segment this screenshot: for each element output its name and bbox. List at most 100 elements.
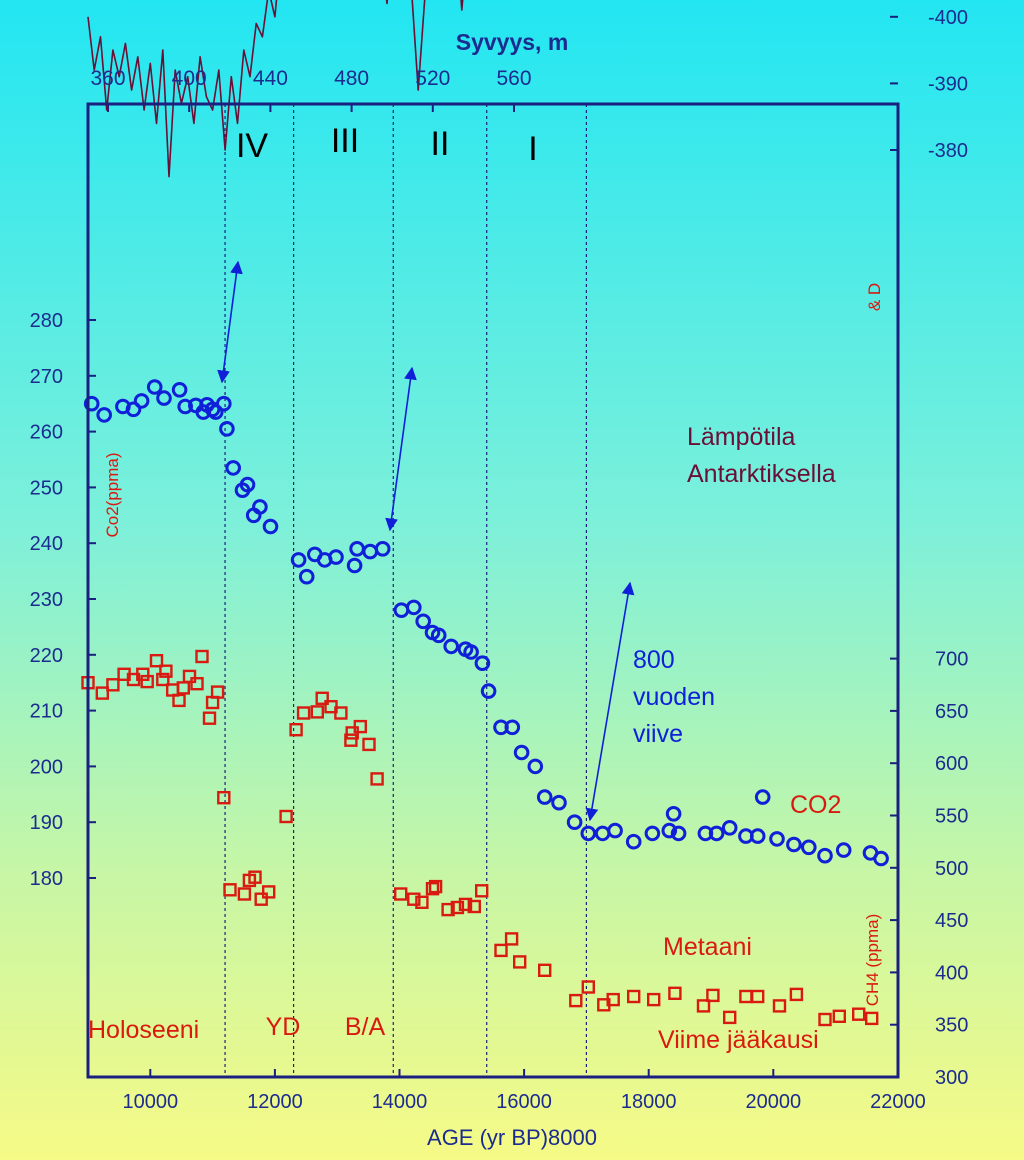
temperature-line [87, 0, 464, 178]
methane-point-23 [248, 870, 262, 884]
x-tick-label-0: 10000 [122, 1091, 178, 1113]
methane-point-14 [190, 677, 204, 691]
axis-tick-labels: 10000 12000 14000 16000 18000 20000 22000 360 40… [30, 7, 969, 1113]
co2-point-49 [594, 825, 611, 842]
methane-point-30 [315, 691, 329, 705]
methane-point-60 [706, 988, 720, 1003]
methane-point-56 [627, 989, 641, 1004]
right-axis-title-deltaD: & D [865, 283, 884, 311]
co2-point-36 [443, 638, 460, 655]
methane-point-61 [723, 1010, 737, 1025]
methane-point-7 [149, 654, 164, 668]
methane-point-65 [789, 987, 804, 1002]
methane-point-18 [210, 685, 225, 699]
methane-label: Metaani [663, 933, 752, 961]
co2-point-43 [513, 744, 530, 761]
temperature-label-line2: Antarktiksella [687, 460, 836, 488]
left-tick-label-8: 200 [30, 756, 63, 778]
co2-point-45 [536, 789, 553, 805]
methane-point-49 [504, 932, 519, 946]
co2-point-68 [873, 850, 889, 867]
methane-point-62 [739, 989, 753, 1004]
left-tick-label-9: 190 [30, 812, 63, 834]
top-axis-title: Syvyys, m [456, 29, 569, 55]
methane-point-19 [217, 791, 231, 805]
methane-point-58 [668, 986, 682, 1000]
methane-point-69 [865, 1011, 879, 1026]
methane-point-36 [362, 737, 376, 752]
lag-label-line3: viive [633, 720, 683, 748]
left-tick-label-7: 210 [30, 701, 63, 723]
co2-point-51 [625, 833, 642, 850]
right-ch4-tick-label-7: 350 [935, 1015, 968, 1037]
right-d-tick-label-1: -390 [928, 73, 968, 95]
methane-point-2 [106, 678, 120, 692]
methane-point-1 [95, 686, 110, 700]
co2-point-4 [133, 393, 150, 409]
left-tick-label-1: 270 [30, 366, 63, 388]
methane-point-33 [344, 733, 358, 747]
co2-point-38 [463, 644, 479, 660]
co2-point-3 [125, 401, 142, 418]
right-ch4-tick-label-0: 700 [935, 649, 968, 671]
x-tick-label-2: 14000 [372, 1091, 428, 1113]
lag-label-line2: vuoden [633, 683, 715, 711]
right-ch4-tick-label-6: 400 [935, 962, 968, 984]
co2-point-52 [644, 825, 661, 842]
co2-point-20 [252, 499, 268, 515]
co2-point-62 [769, 831, 785, 847]
co2-point-42 [504, 719, 521, 736]
methane-point-45 [458, 897, 473, 912]
co2-point-8 [177, 398, 193, 415]
top-tick-label-4: 520 [415, 67, 450, 90]
co2-point-21 [262, 518, 279, 535]
methane-point-32 [334, 706, 348, 720]
co2-point-50 [607, 822, 623, 839]
right-ch4-tick-label-3: 550 [935, 806, 968, 828]
co2-series [83, 379, 889, 867]
left-tick-label-10: 180 [30, 868, 63, 890]
co2-point-27 [346, 557, 363, 574]
co2-point-63 [786, 836, 802, 853]
methane-point-50 [513, 955, 527, 969]
co2-point-64 [801, 839, 817, 856]
top-tick-label-5: 560 [496, 67, 531, 90]
co2-point-33 [415, 613, 432, 630]
methane-point-6 [140, 674, 154, 689]
methane-point-48 [494, 943, 508, 958]
methane-point-55 [606, 992, 620, 1007]
methane-point-68 [852, 1007, 866, 1021]
co2-point-26 [328, 549, 344, 565]
co2-point-40 [480, 683, 497, 699]
left-tick-label-0: 280 [30, 310, 63, 332]
co2-point-66 [835, 842, 852, 858]
methane-point-39 [407, 892, 421, 906]
methane-point-13 [182, 669, 197, 684]
temperature-label-line1: Lämpötila [687, 423, 795, 451]
right-ch4-tick-label-5: 450 [935, 910, 968, 932]
co2-point-53 [661, 822, 678, 839]
x-tick-label-1: 12000 [247, 1091, 303, 1113]
holocene-label: Holoseeni [88, 1016, 199, 1044]
methane-point-43 [441, 902, 455, 917]
co2-point-7 [171, 382, 188, 398]
left-tick-label-6: 220 [30, 645, 63, 667]
co2-point-35 [430, 627, 447, 644]
lag-arrow-1 [385, 366, 417, 532]
co2-point-14 [216, 395, 232, 412]
methane-point-35 [353, 719, 367, 734]
left-tick-label-2: 260 [30, 422, 63, 444]
co2-point-0 [83, 395, 100, 412]
co2-point-47 [566, 814, 583, 831]
left-tick-label-3: 250 [30, 477, 63, 499]
methane-point-63 [751, 989, 765, 1004]
left-tick-label-4: 240 [30, 533, 63, 555]
methane-series [81, 649, 879, 1027]
methane-point-9 [159, 664, 173, 678]
axis-ticks [88, 15, 899, 1078]
methane-point-42 [428, 879, 443, 894]
left-axis-title: Co2(ppma) [103, 452, 122, 537]
co2-point-54 [665, 806, 682, 822]
methane-point-29 [310, 705, 324, 719]
